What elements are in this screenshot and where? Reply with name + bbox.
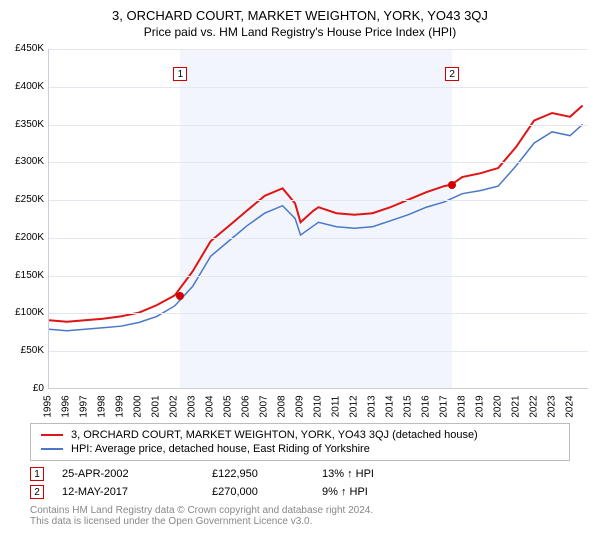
gridline-h: [49, 87, 588, 88]
y-tick-label: £400K: [0, 81, 44, 92]
y-tick-label: £350K: [0, 119, 44, 130]
x-tick-label: 2024: [565, 392, 576, 422]
marker-date: 12-MAY-2017: [62, 486, 212, 498]
x-tick-label: 2011: [331, 392, 342, 422]
marker-price: £270,000: [212, 486, 322, 498]
gridline-h: [49, 49, 588, 50]
x-tick-label: 2015: [403, 392, 414, 422]
chart-area: 12 £0£50K£100K£150K£200K£250K£300K£350K£…: [0, 43, 600, 423]
marker-row-index: 1: [30, 467, 44, 481]
footer-line-1: Contains HM Land Registry data © Crown c…: [30, 505, 570, 516]
x-tick-label: 2010: [313, 392, 324, 422]
x-tick-label: 2019: [475, 392, 486, 422]
legend-swatch: [41, 434, 63, 436]
plot-region: 12: [48, 49, 588, 389]
x-tick-label: 2022: [529, 392, 540, 422]
y-tick-label: £0: [0, 383, 44, 394]
legend-row: HPI: Average price, detached house, East…: [41, 442, 559, 456]
x-tick-label: 2014: [385, 392, 396, 422]
marker-flag: 2: [445, 67, 459, 81]
x-tick-label: 2003: [187, 392, 198, 422]
x-tick-label: 1996: [61, 392, 72, 422]
marker-row-index: 2: [30, 485, 44, 499]
legend-box: 3, ORCHARD COURT, MARKET WEIGHTON, YORK,…: [30, 423, 570, 461]
gridline-h: [49, 200, 588, 201]
legend-row: 3, ORCHARD COURT, MARKET WEIGHTON, YORK,…: [41, 428, 559, 442]
legend-swatch: [41, 448, 63, 450]
x-tick-label: 1999: [115, 392, 126, 422]
x-tick-label: 2017: [439, 392, 450, 422]
series-line: [49, 106, 583, 322]
gridline-h: [49, 162, 588, 163]
y-tick-label: £250K: [0, 194, 44, 205]
x-tick-label: 2008: [277, 392, 288, 422]
y-tick-label: £300K: [0, 156, 44, 167]
y-tick-label: £100K: [0, 307, 44, 318]
chart-title: 3, ORCHARD COURT, MARKET WEIGHTON, YORK,…: [0, 0, 600, 23]
footer-credits: Contains HM Land Registry data © Crown c…: [30, 505, 570, 527]
gridline-h: [49, 313, 588, 314]
x-tick-label: 2005: [223, 392, 234, 422]
gridline-h: [49, 276, 588, 277]
gridline-h: [49, 351, 588, 352]
marker-hpi: 13% ↑ HPI: [322, 468, 432, 480]
x-tick-label: 1995: [43, 392, 54, 422]
chart-subtitle: Price paid vs. HM Land Registry's House …: [0, 23, 600, 43]
x-tick-label: 2001: [151, 392, 162, 422]
x-tick-label: 2002: [169, 392, 180, 422]
x-tick-label: 2009: [295, 392, 306, 422]
marker-flag: 1: [173, 67, 187, 81]
gridline-h: [49, 238, 588, 239]
x-tick-label: 2020: [493, 392, 504, 422]
gridline-h: [49, 125, 588, 126]
x-tick-label: 2007: [259, 392, 270, 422]
x-tick-label: 2021: [511, 392, 522, 422]
x-tick-label: 2004: [205, 392, 216, 422]
footer-line-2: This data is licensed under the Open Gov…: [30, 516, 570, 527]
marker-row: 2 12-MAY-2017£270,0009% ↑ HPI: [30, 483, 570, 501]
y-tick-label: £150K: [0, 270, 44, 281]
x-tick-label: 2018: [457, 392, 468, 422]
legend-label: 3, ORCHARD COURT, MARKET WEIGHTON, YORK,…: [71, 429, 478, 441]
x-tick-label: 2013: [367, 392, 378, 422]
marker-date: 25-APR-2002: [62, 468, 212, 480]
y-tick-label: £450K: [0, 43, 44, 54]
marker-table: 1 25-APR-2002£122,95013% ↑ HPI 2 12-MAY-201…: [30, 465, 570, 501]
legend-label: HPI: Average price, detached house, East…: [71, 443, 370, 455]
x-tick-label: 2006: [241, 392, 252, 422]
x-tick-label: 1997: [79, 392, 90, 422]
x-tick-label: 1998: [97, 392, 108, 422]
x-tick-label: 2012: [349, 392, 360, 422]
chart-lines: [49, 49, 588, 388]
x-tick-label: 2023: [547, 392, 558, 422]
y-tick-label: £200K: [0, 232, 44, 243]
x-tick-label: 2000: [133, 392, 144, 422]
x-tick-label: 2016: [421, 392, 432, 422]
marker-price: £122,950: [212, 468, 322, 480]
series-line: [49, 124, 583, 330]
marker-hpi: 9% ↑ HPI: [322, 486, 432, 498]
y-tick-label: £50K: [0, 345, 44, 356]
marker-row: 1 25-APR-2002£122,95013% ↑ HPI: [30, 465, 570, 483]
